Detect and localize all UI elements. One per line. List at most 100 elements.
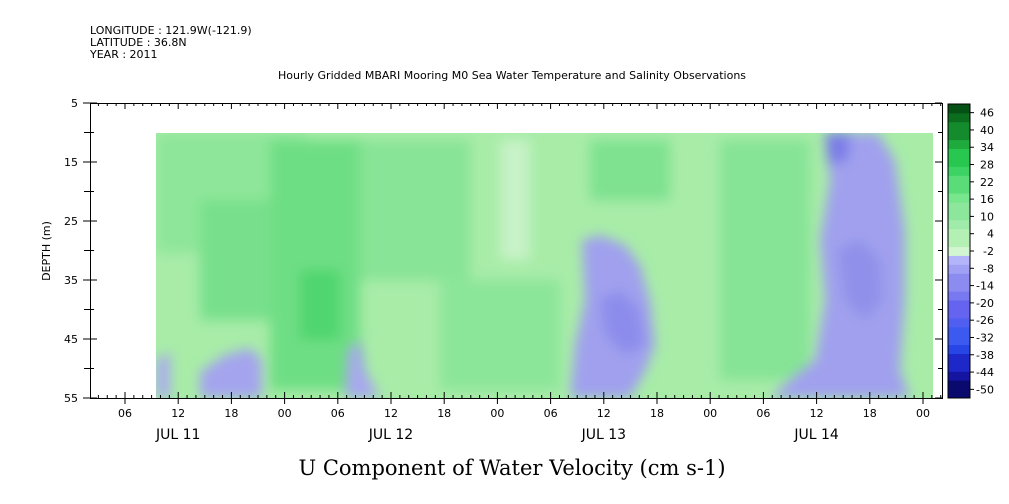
colorbar-label: -20 [976, 297, 994, 310]
y-tick-label: 35 [64, 274, 78, 287]
x-tick-label: 12 [597, 407, 611, 420]
colorbar-swatch [948, 219, 970, 230]
heatmap-band [590, 140, 670, 200]
colorbar-swatch [948, 228, 970, 239]
colorbar-swatch [948, 184, 970, 194]
colorbar-swatch [948, 300, 970, 310]
x-tick-label: 00 [490, 407, 504, 420]
colorbar-swatch [948, 326, 970, 337]
x-tick-label: 00 [703, 407, 717, 420]
colorbar-swatch [948, 237, 970, 248]
negative-region-jul14 [825, 133, 850, 165]
x-tick-label: 18 [437, 407, 451, 420]
x-tick-label: 12 [810, 407, 824, 420]
y-axis-label: DEPTH (m) [40, 221, 53, 281]
heatmap-band [720, 140, 810, 380]
header-latitude: LATITUDE : 36.8N [90, 36, 187, 49]
colorbar-label: 28 [980, 159, 994, 172]
x-tick-label: 18 [224, 407, 238, 420]
colorbar-label: 16 [980, 193, 994, 206]
colorbar-label: -32 [976, 331, 994, 344]
negative-region-jul12 [345, 340, 380, 398]
x-tick-label: 12 [384, 407, 398, 420]
colorbar-swatch [948, 308, 970, 319]
colorbar-swatch [948, 380, 970, 390]
date-labels: JUL 11 JUL 12 JUL 13 JUL 14 [155, 427, 839, 443]
colorbar-label: -8 [983, 262, 994, 275]
heatmap-band [300, 270, 340, 340]
date-label: JUL 13 [581, 427, 626, 443]
colorbar-swatch [948, 273, 970, 283]
colorbar-label: 22 [980, 176, 994, 189]
x-tick-label: 18 [863, 407, 877, 420]
colorbar-swatch [948, 112, 970, 123]
colorbar-label: -2 [983, 245, 994, 258]
y-tick-label: 55 [64, 392, 78, 405]
date-label: JUL 11 [155, 427, 200, 443]
y-tick-label: 25 [64, 215, 78, 228]
header-year: YEAR : 2011 [89, 48, 158, 61]
colorbar-swatch [948, 166, 970, 176]
negative-region-jul11 [156, 352, 170, 398]
colorbar-swatch [948, 139, 970, 150]
date-label: JUL 14 [793, 427, 839, 443]
colorbar-swatch [948, 282, 970, 292]
y-tick-label: 5 [71, 97, 78, 110]
date-label: JUL 12 [368, 427, 413, 443]
colorbar-label: -26 [976, 314, 994, 327]
colorbar-swatch [948, 148, 970, 158]
heatmap-band [440, 280, 560, 390]
colorbar-swatch [948, 291, 970, 301]
colorbar-swatch [948, 317, 970, 328]
y-tick-label: 45 [64, 333, 78, 346]
colorbar-label: -14 [976, 280, 994, 293]
x-tick-label: 06 [331, 407, 345, 420]
colorbar-swatch [948, 121, 970, 132]
colorbar: -50 -44 -38 -32 -26 -20 -14 -8 -2 4 10 16 22 28 34 40 46 [947, 103, 994, 399]
colorbar-label: -50 [976, 383, 994, 396]
colorbar-swatch [948, 264, 970, 274]
x-tick-label: 18 [650, 407, 664, 420]
x-tick-label: 12 [171, 407, 185, 420]
colorbar-label: 34 [980, 141, 994, 154]
colorbar-swatch [948, 210, 970, 221]
heatmap-band [360, 140, 470, 280]
x-axis-label: U Component of Water Velocity (cm s-1) [298, 456, 725, 480]
chart-title: Hourly Gridded MBARI Mooring M0 Sea Wate… [278, 69, 746, 82]
negative-region-jul13 [600, 290, 645, 355]
x-ticks [97, 103, 942, 404]
heatmap-band [270, 140, 360, 390]
colorbar-swatch [948, 175, 970, 185]
negative-region-jul14 [770, 133, 910, 398]
colorbar-label: 40 [980, 124, 994, 137]
y-tick-label: 15 [64, 156, 78, 169]
colorbar-swatch [948, 193, 970, 203]
colorbar-swatch [948, 104, 970, 114]
colorbar-swatch [948, 202, 970, 212]
colorbar-label: -38 [976, 349, 994, 362]
heatmap-band [200, 200, 280, 320]
x-tick-label: 06 [118, 407, 132, 420]
heatmap-area [156, 133, 933, 398]
colorbar-label: -44 [976, 366, 994, 379]
colorbar-label: 10 [980, 210, 994, 223]
y-ticks: 5 15 25 35 45 55 [64, 97, 942, 405]
x-tick-label: 00 [278, 407, 292, 420]
colorbar-label: 4 [987, 228, 994, 241]
colorbar-label: 46 [980, 107, 994, 120]
colorbar-swatch [948, 353, 970, 363]
colorbar-swatch [948, 130, 970, 141]
heatmap-band [500, 140, 530, 260]
colorbar-swatch [948, 371, 970, 381]
colorbar-swatch [948, 157, 970, 167]
x-tick-label: 00 [916, 407, 930, 420]
colorbar-swatch [948, 362, 970, 372]
x-tick-labels: 06 12 18 00 06 12 18 00 06 12 18 00 06 12 18 00 [118, 407, 930, 420]
colorbar-swatch [948, 246, 970, 256]
negative-region-jul11 [200, 348, 262, 398]
colorbar-swatch [948, 335, 970, 346]
x-tick-label: 06 [544, 407, 558, 420]
header-longitude: LONGITUDE : 121.9W(-121.9) [90, 24, 252, 37]
colorbar-swatch [948, 344, 970, 354]
